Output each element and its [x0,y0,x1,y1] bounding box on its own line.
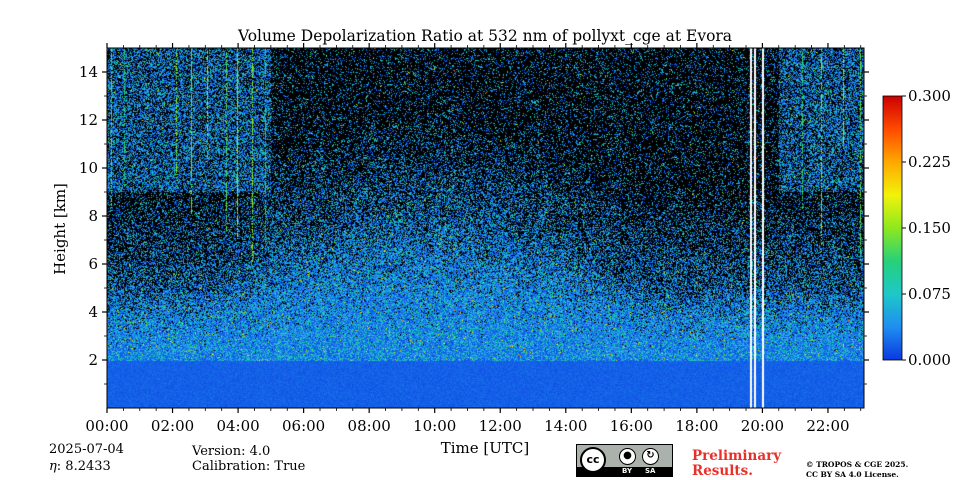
y-tick-label: 10 [79,159,98,177]
x-tick-label: 00:00 [85,417,128,435]
x-tick-label: 14:00 [544,417,587,435]
x-axis: 00:00 02:00 04:00 06:00 08:00 10:00 12:00 14:00… [85,43,862,435]
date-label: 2025-07-04 [49,442,124,457]
plot-frame [106,47,865,409]
x-tick-label: 08:00 [348,417,391,435]
colorbar-tick-label: 0.075 [908,285,951,303]
heatmap-raster [107,48,864,408]
x-tick-label: 18:00 [675,417,718,435]
x-tick-label: 06:00 [282,417,325,435]
cc-icon: cc [580,447,606,473]
preliminary-results-label: Preliminary Results. [692,449,781,479]
colorbar [882,95,903,361]
cc-sa-label: SA [645,467,656,475]
cc-by-label: BY [622,467,633,475]
eta-label: η: 8.2433 [49,458,111,475]
x-tick-label: 16:00 [610,417,653,435]
y-tick-label: 6 [88,255,98,273]
x-tick-label: 10:00 [413,417,456,435]
colorbar-tick-label: 0.300 [908,87,951,105]
calibration-label: Calibration: True [192,459,306,474]
license-line-1: © TROPOS & CGE 2025. [806,460,909,469]
y-tick-label: 8 [88,207,98,225]
y-tick-label: 2 [88,351,98,369]
y-tick-label: 12 [79,111,98,129]
x-tick-label: 20:00 [741,417,784,435]
license-text: © TROPOS & CGE 2025. CC BY SA 4.0 Licens… [806,460,908,480]
colorbar-tick-label: 0.225 [908,153,951,171]
colorbar-tick-label: 0.000 [908,351,951,369]
license-line-2: CC BY SA 4.0 License. [806,470,899,479]
y-axis-label: Height [km] [51,183,69,275]
version-label: Version: 4.0 [192,444,271,459]
preliminary-line-2: Results. [692,463,753,479]
y-tick-label: 14 [79,63,98,81]
x-tick-label: 22:00 [806,417,849,435]
colorbar-tick-label: 0.150 [908,219,951,237]
x-tick-label: 12:00 [479,417,522,435]
preliminary-line-1: Preliminary [692,448,782,464]
heatmap [107,48,864,408]
colorbar-ticks: 0.000 0.075 0.150 0.225 0.300 [902,87,951,369]
x-tick-label: 02:00 [151,417,194,435]
share-alike-icon: ↻ [642,448,659,465]
cc-badge-strip [577,467,672,476]
chart-title: Volume Depolarization Ratio at 532 nm of… [237,27,732,45]
x-axis-label: Time [UTC] [441,439,530,457]
y-tick-label: 4 [88,303,98,321]
x-tick-label: 04:00 [216,417,259,435]
y-axis: 2 4 6 8 10 12 14 [79,63,869,385]
eta-value: : 8.2433 [56,459,111,474]
eta-symbol: η [49,459,57,474]
cc-license-badge: cc ● ↻ BY SA [576,444,673,477]
attribution-icon: ● [619,448,636,465]
